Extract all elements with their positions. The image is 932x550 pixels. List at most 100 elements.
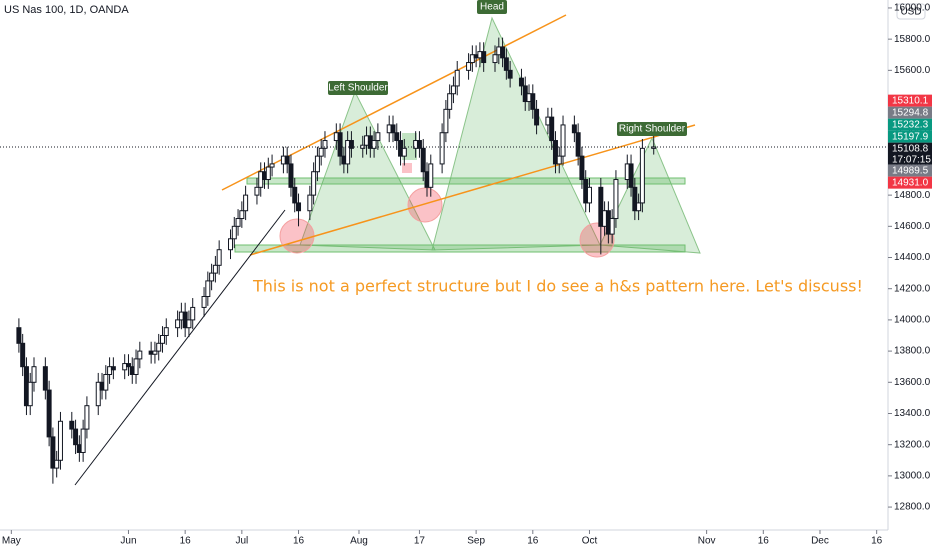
candle-body xyxy=(556,155,562,165)
candle-body xyxy=(186,319,192,329)
highlight-circle xyxy=(279,218,315,254)
candle-body xyxy=(254,186,260,196)
candle-body xyxy=(481,51,487,64)
candle-body xyxy=(209,272,215,282)
x-tick-label: Sep xyxy=(467,536,485,547)
candle-body xyxy=(454,69,460,87)
price-label: 15108.8 xyxy=(892,143,929,154)
candle-body xyxy=(50,436,56,469)
x-tick-label: Jul xyxy=(235,536,248,547)
price-label: 15310.1 xyxy=(892,95,929,106)
x-tick-label: 16 xyxy=(758,536,770,547)
candle-body xyxy=(314,155,320,173)
candle-body xyxy=(469,54,475,64)
candle-body xyxy=(337,132,343,157)
candle-body xyxy=(201,296,207,308)
candle-body xyxy=(269,163,275,168)
candle-body xyxy=(137,350,143,360)
candle-body xyxy=(420,147,426,173)
price-label-box xyxy=(888,142,932,165)
candle-body xyxy=(42,366,48,391)
price-label-box xyxy=(888,118,932,131)
candle-body xyxy=(54,459,60,469)
annotation-note: This is not a perfect structure but I do… xyxy=(252,277,863,296)
candle-body xyxy=(205,280,211,298)
candle-body xyxy=(447,93,453,110)
x-tick-label: Dec xyxy=(811,536,829,547)
candle-body xyxy=(534,108,540,126)
candle-body xyxy=(265,166,271,181)
price-label: 14931.0 xyxy=(892,177,929,188)
candle-body xyxy=(110,366,116,371)
candle-body xyxy=(586,186,592,204)
x-tick-label: 17 xyxy=(414,536,426,547)
head-triangle xyxy=(431,16,601,251)
marker-box xyxy=(402,163,412,173)
y-tick-label: 12800.0 xyxy=(894,502,931,513)
candle-body xyxy=(243,194,249,212)
y-tick-label: 14000.0 xyxy=(894,315,931,326)
label-box xyxy=(328,81,388,95)
candle-body xyxy=(27,381,33,407)
candle-body xyxy=(348,140,354,149)
y-tick-label: 16000.0 xyxy=(894,3,931,14)
candle-body xyxy=(235,218,241,227)
candle-body xyxy=(609,218,615,235)
x-tick-label: Aug xyxy=(350,536,368,547)
candle-body xyxy=(651,146,657,149)
candle-body xyxy=(231,225,237,240)
candle-body xyxy=(530,93,536,110)
right-shoulder-label: Right Shoulder xyxy=(619,124,686,135)
y-tick-label: 14800.0 xyxy=(894,190,931,201)
candle-body xyxy=(152,350,158,355)
price-label-box xyxy=(888,94,932,107)
y-tick-label: 14600.0 xyxy=(894,221,931,232)
head-label: Head xyxy=(480,2,504,13)
price-label-box xyxy=(888,176,932,189)
candle-body xyxy=(375,132,381,142)
candle-body xyxy=(80,428,86,453)
candle-body xyxy=(159,335,165,344)
candle-body xyxy=(632,186,638,212)
candle-body xyxy=(579,155,585,181)
candle-body xyxy=(311,171,317,196)
candle-body xyxy=(322,140,328,149)
candle-body xyxy=(439,132,445,165)
candle-body xyxy=(450,85,456,95)
candle-body xyxy=(613,179,619,220)
candle-body xyxy=(371,140,377,149)
highlight-circle xyxy=(579,222,615,258)
candle-body xyxy=(175,319,181,329)
candle-body xyxy=(307,194,313,212)
candle-body xyxy=(16,327,22,344)
support-zone xyxy=(246,177,686,185)
highlight-circle xyxy=(407,187,443,223)
trend-line xyxy=(74,209,286,486)
x-tick-label: Oct xyxy=(582,536,598,547)
x-tick-label: 16 xyxy=(180,536,192,547)
candle-body xyxy=(549,116,555,142)
currency-label: USD xyxy=(900,7,921,18)
candle-body xyxy=(31,366,37,383)
candle-body xyxy=(20,342,26,368)
candle-body xyxy=(598,186,604,227)
candle-body xyxy=(284,155,290,165)
candle-body xyxy=(443,108,449,134)
candle-body xyxy=(239,210,245,220)
currency-badge[interactable] xyxy=(896,3,926,20)
candle-body xyxy=(318,147,324,157)
label-box xyxy=(477,0,507,14)
candle-body xyxy=(560,124,566,157)
x-tick-label: 16 xyxy=(871,536,883,547)
candle-body xyxy=(288,163,294,188)
candle-body xyxy=(416,140,422,149)
candle-body xyxy=(57,420,63,461)
trend-line xyxy=(221,14,567,191)
candle-body xyxy=(190,306,196,321)
candle-body xyxy=(503,57,509,71)
candle-body xyxy=(571,124,577,134)
pattern-drawings xyxy=(74,14,701,486)
price-label: 15294.8 xyxy=(892,107,929,118)
y-tick-label: 13800.0 xyxy=(894,346,931,357)
